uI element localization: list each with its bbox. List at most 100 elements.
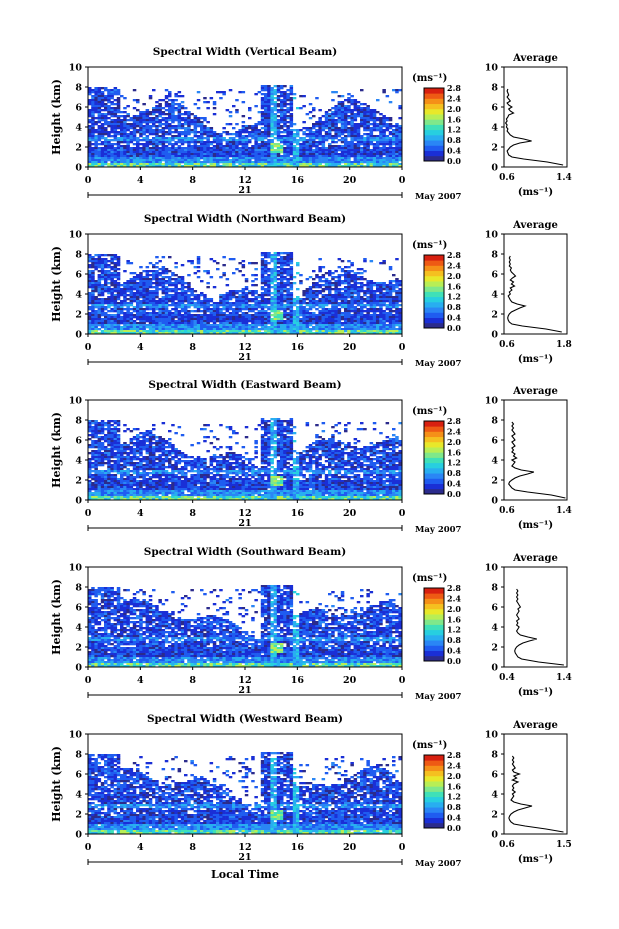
heatmap-cell	[238, 137, 242, 140]
heatmap-cell	[241, 151, 246, 154]
heatmap-cell	[302, 105, 306, 108]
heatmap-cell	[270, 113, 274, 116]
heatmap-cell	[264, 119, 268, 122]
heatmap-cell	[100, 137, 105, 140]
heatmap-cell	[113, 276, 118, 279]
heatmap-cell	[116, 139, 121, 142]
heatmap-cell	[244, 155, 249, 158]
heatmap-cell	[379, 135, 383, 138]
heatmap-cell	[286, 258, 290, 261]
heatmap-cell	[190, 330, 194, 333]
heatmap-cell	[283, 151, 287, 154]
heatmap-cell	[356, 113, 361, 116]
heatmap-cell	[107, 296, 111, 299]
heatmap-cell	[286, 121, 290, 124]
heatmap-cell	[308, 290, 313, 293]
heatmap-cell	[113, 143, 118, 146]
heatmap-cell	[136, 292, 140, 295]
heatmap-cell	[100, 163, 105, 166]
heatmap-cell	[225, 155, 230, 158]
heatmap-cell	[206, 157, 210, 160]
heatmap-cell	[280, 155, 284, 158]
heatmap-cell	[132, 322, 137, 325]
heatmap-cell	[187, 322, 191, 325]
heatmap-cell	[289, 165, 294, 167]
heatmap-cell	[104, 157, 108, 160]
heatmap-cell	[113, 149, 118, 152]
heatmap-cell	[94, 163, 98, 166]
heatmap-cell	[100, 151, 105, 154]
heatmap-cell	[206, 286, 210, 289]
heatmap-cell	[292, 129, 297, 132]
heatmap-cell	[180, 310, 185, 313]
heatmap-cell	[94, 159, 98, 162]
heatmap-cell	[97, 286, 102, 289]
heatmap-cell	[283, 304, 287, 307]
heatmap-cell	[267, 143, 271, 146]
heatmap-cell	[88, 151, 92, 154]
heatmap-cell	[94, 139, 98, 142]
heatmap-cell	[193, 272, 198, 275]
heatmap-cell	[193, 163, 198, 166]
panel-2: Spectral Width (Northward Beam)0246810He…	[50, 213, 572, 369]
heatmap-cell	[168, 296, 172, 299]
heatmap-cell	[107, 117, 111, 120]
heatmap-cell	[372, 123, 377, 126]
heatmap-cell	[296, 159, 300, 162]
heatmap-cell	[88, 111, 92, 114]
heatmap-cell	[100, 103, 105, 106]
colorbar-segment	[424, 145, 444, 151]
heatmap-cell	[136, 153, 140, 156]
heatmap-cell	[248, 157, 252, 160]
heatmap-cell	[340, 324, 345, 327]
heatmap-cell	[184, 113, 188, 116]
heatmap-cell	[158, 280, 162, 283]
heatmap-cell	[94, 99, 98, 102]
heatmap-cell	[116, 316, 121, 319]
heatmap-cell	[148, 274, 153, 277]
heatmap-cell	[315, 135, 319, 138]
heatmap-cell	[200, 326, 204, 329]
heatmap-cell	[232, 141, 236, 144]
heatmap-cell	[187, 137, 191, 140]
heatmap-cell	[257, 159, 262, 162]
heatmap-cell	[91, 290, 95, 293]
heatmap-cell	[273, 252, 278, 255]
heatmap-cell	[152, 332, 156, 334]
heatmap-cell	[328, 310, 332, 313]
heatmap-cell	[139, 165, 143, 167]
heatmap-cell	[225, 324, 230, 327]
heatmap-cell	[110, 268, 114, 271]
heatmap-cell	[350, 326, 354, 329]
heatmap-cell	[360, 165, 364, 167]
heatmap-cell	[139, 276, 143, 279]
heatmap-cell	[353, 157, 358, 160]
heatmap-cell	[251, 290, 255, 293]
heatmap-cell	[120, 149, 124, 152]
heatmap-cell	[286, 99, 290, 102]
heatmap-cell	[190, 141, 194, 144]
heatmap-cell	[228, 330, 233, 333]
heatmap-cell	[177, 324, 182, 327]
heatmap-cell	[267, 109, 271, 112]
heatmap-cell	[219, 159, 223, 162]
heatmap-cell	[100, 288, 105, 291]
heatmap-cell	[161, 147, 166, 150]
heatmap-cell	[334, 135, 338, 138]
heatmap-cell	[142, 119, 146, 122]
heatmap-cell	[315, 123, 319, 126]
heatmap-cell	[164, 282, 169, 285]
heatmap-cell	[315, 322, 319, 325]
heatmap-cell	[164, 155, 169, 158]
heatmap-cell	[148, 292, 153, 295]
heatmap-cell	[251, 137, 255, 140]
heatmap-cell	[168, 141, 172, 144]
heatmap-cell	[104, 312, 108, 315]
heatmap-cell	[206, 282, 210, 285]
heatmap-cell	[116, 123, 121, 126]
heatmap-cell	[324, 135, 329, 138]
heatmap-cell	[328, 125, 332, 128]
heatmap-cell	[187, 302, 191, 305]
heatmap-cell	[241, 139, 246, 142]
heatmap-cell	[344, 296, 348, 299]
